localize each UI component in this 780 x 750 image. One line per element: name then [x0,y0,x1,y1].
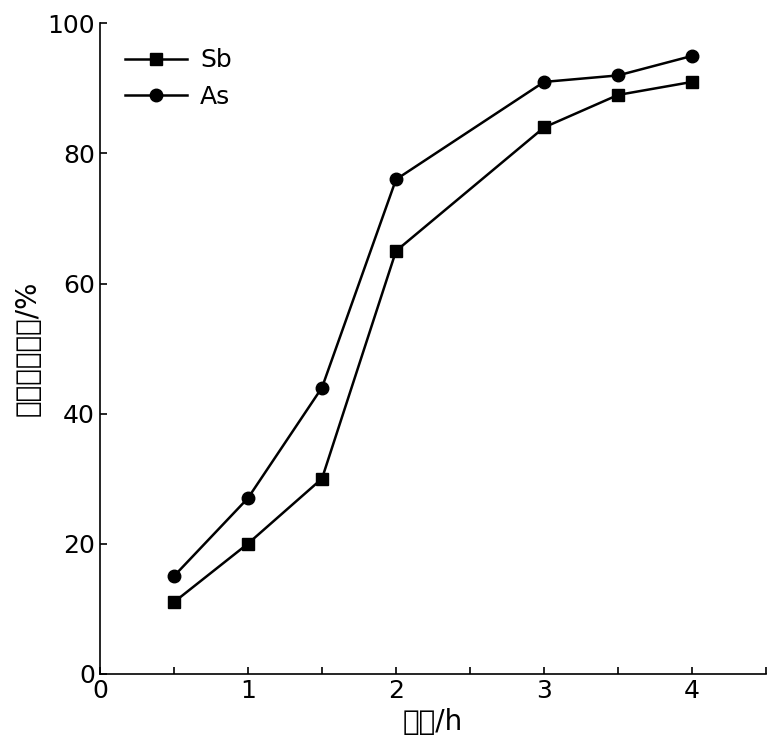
As [243,494,253,502]
X-axis label: 时间/h: 时间/h [403,708,463,736]
Sb [317,474,327,483]
As [613,71,622,80]
Legend: Sb, As: Sb, As [112,36,244,122]
Sb [243,539,253,548]
Sb [392,247,401,256]
Sb [687,77,697,86]
Y-axis label: 重金属去除率/%: 重金属去除率/% [14,280,42,416]
Sb [613,91,622,100]
Line: As: As [168,50,698,583]
As [540,77,549,86]
Line: Sb: Sb [168,76,698,608]
As [687,52,697,61]
As [317,383,327,392]
As [392,175,401,184]
Sb [540,123,549,132]
Sb [169,598,179,607]
As [169,572,179,580]
